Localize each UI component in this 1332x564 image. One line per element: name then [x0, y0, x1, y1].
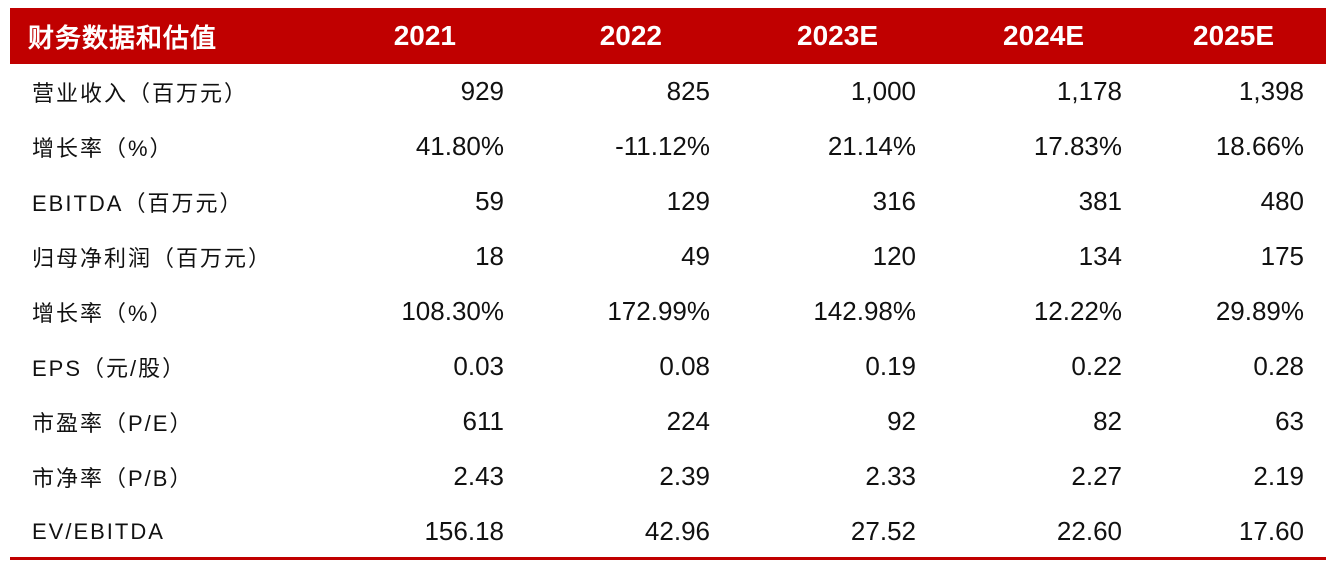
table-cell: 41.80%	[415, 131, 504, 161]
table-cell: 82	[1093, 406, 1122, 436]
table-row: 市净率（P/B） 2.43 2.39 2.33 2.27 2.19	[10, 449, 1326, 504]
header-year-2024e: 2024E	[1003, 20, 1084, 51]
row-label-revenue: 营业收入（百万元）	[32, 80, 249, 106]
table-cell: 92	[887, 406, 916, 436]
table-header-row: 财务数据和估值 2021 2022 2023E 2024E 2025E	[10, 8, 1326, 64]
table-cell: 42.96	[644, 516, 710, 546]
table-cell: 27.52	[850, 516, 916, 546]
table-cell: 0.22	[1071, 351, 1122, 381]
table-cell: 59	[475, 186, 504, 216]
table-cell: 108.30%	[401, 296, 504, 326]
table-cell: 142.98%	[813, 296, 916, 326]
table-row: 市盈率（P/E） 611 224 92 82 63	[10, 394, 1326, 449]
table-cell: 172.99%	[607, 296, 710, 326]
table-cell: -11.12%	[615, 131, 710, 161]
row-label-eps: EPS（元/股）	[32, 355, 187, 381]
table-cell: 929	[460, 76, 504, 106]
table-cell: 156.18	[424, 516, 504, 546]
table-cell: 134	[1078, 241, 1122, 271]
financial-table-container: 财务数据和估值 2021 2022 2023E 2024E 2025E 营业收入…	[10, 8, 1326, 559]
table-cell: 1,178	[1056, 76, 1122, 106]
table-cell: 21.14%	[827, 131, 916, 161]
row-label-pe: 市盈率（P/E）	[32, 410, 194, 436]
table-cell: 0.08	[659, 351, 710, 381]
table-cell: 381	[1078, 186, 1122, 216]
table-cell: 17.83%	[1033, 131, 1122, 161]
table-cell: 12.22%	[1033, 296, 1122, 326]
table-row: EPS（元/股） 0.03 0.08 0.19 0.22 0.28	[10, 339, 1326, 394]
header-label: 财务数据和估值	[28, 23, 218, 54]
header-year-2025e: 2025E	[1193, 20, 1274, 51]
table-cell: 224	[666, 406, 710, 436]
header-year-2022: 2022	[599, 20, 662, 51]
row-label-net-profit: 归母净利润（百万元）	[32, 245, 273, 271]
table-row: EBITDA（百万元） 59 129 316 381 480	[10, 174, 1326, 229]
table-cell: 480	[1260, 186, 1304, 216]
table-cell: 0.19	[865, 351, 916, 381]
table-cell: 63	[1275, 406, 1304, 436]
table-cell: 2.33	[865, 461, 916, 491]
table-cell: 2.27	[1071, 461, 1122, 491]
table-cell: 18	[475, 241, 504, 271]
row-label-profit-growth: 增长率（%）	[32, 300, 174, 326]
table-cell: 1,000	[850, 76, 916, 106]
table-row: 归母净利润（百万元） 18 49 120 134 175	[10, 229, 1326, 284]
table-cell: 1,398	[1238, 76, 1304, 106]
row-label-ev-ebitda: EV/EBITDA	[32, 518, 165, 544]
header-year-2021: 2021	[393, 20, 456, 51]
table-cell: 2.43	[453, 461, 504, 491]
table-cell: 2.39	[659, 461, 710, 491]
table-cell: 120	[872, 241, 916, 271]
table-cell: 825	[666, 76, 710, 106]
table-cell: 2.19	[1253, 461, 1304, 491]
table-cell: 316	[872, 186, 916, 216]
table-cell: 29.89%	[1215, 296, 1304, 326]
table-row: 营业收入（百万元） 929 825 1,000 1,178 1,398	[10, 64, 1326, 119]
row-label-revenue-growth: 增长率（%）	[32, 135, 174, 161]
header-year-2023e: 2023E	[797, 20, 878, 51]
table-cell: 49	[681, 241, 710, 271]
table-bottom-rule	[10, 557, 1326, 560]
table-cell: 22.60	[1056, 516, 1122, 546]
table-cell: 129	[666, 186, 710, 216]
financial-valuation-table: 财务数据和估值 2021 2022 2023E 2024E 2025E 营业收入…	[10, 8, 1326, 559]
table-row: 增长率（%） 108.30% 172.99% 142.98% 12.22% 29…	[10, 284, 1326, 339]
row-label-pb: 市净率（P/B）	[32, 465, 194, 491]
table-cell: 0.03	[453, 351, 504, 381]
table-cell: 17.60	[1238, 516, 1304, 546]
table-cell: 611	[462, 406, 504, 436]
table-row: EV/EBITDA 156.18 42.96 27.52 22.60 17.60	[10, 504, 1326, 559]
table-cell: 175	[1260, 241, 1304, 271]
row-label-ebitda: EBITDA（百万元）	[32, 190, 244, 216]
table-cell: 0.28	[1253, 351, 1304, 381]
table-row: 增长率（%） 41.80% -11.12% 21.14% 17.83% 18.6…	[10, 119, 1326, 174]
table-cell: 18.66%	[1215, 131, 1304, 161]
